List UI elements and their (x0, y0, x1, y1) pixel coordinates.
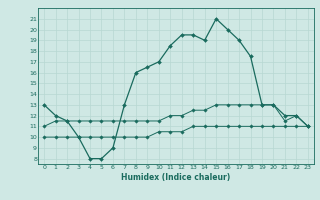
X-axis label: Humidex (Indice chaleur): Humidex (Indice chaleur) (121, 173, 231, 182)
